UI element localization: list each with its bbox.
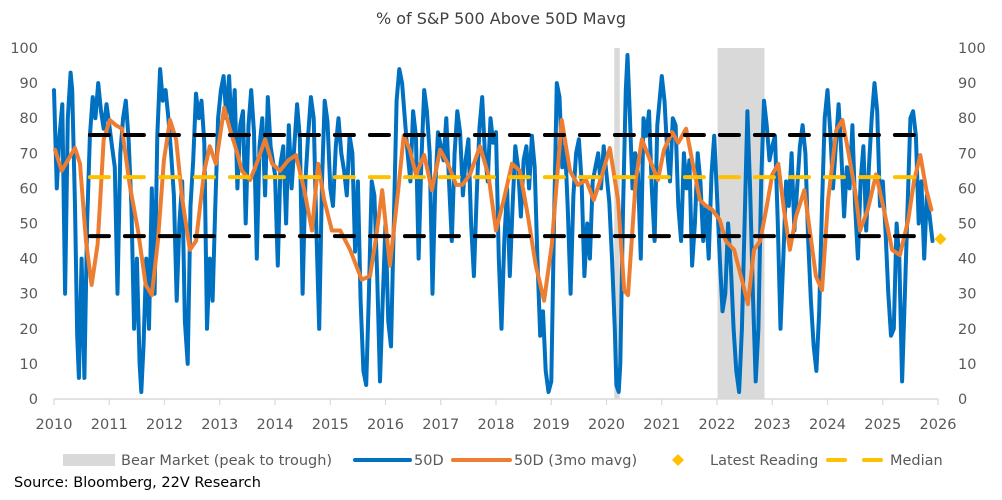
latest-reading [934,232,947,245]
y-tick-label-right: 60 [958,181,976,197]
legend-label: 50D (3mo mavg) [514,453,637,469]
y-tick-label-left: 20 [20,322,38,338]
legend-item: 50D (3mo mavg) [451,453,637,469]
x-tick-label: 2013 [201,417,238,433]
y-tick-label-right: 0 [958,392,967,408]
y-tick-label-left: 60 [20,181,38,197]
legend-swatch-area [63,454,115,466]
x-tick-label: 2021 [643,417,680,433]
x-axis: 2010 2011 2012 2013 2014 2015 2016 2017 2018 2019… [36,398,957,433]
y-tick-label-left: 10 [20,357,38,373]
y-tick-label-left: 0 [29,392,38,408]
x-tick-label: 2024 [809,417,846,433]
reference-lines [87,133,932,239]
y-tick-label-left: 50 [20,217,38,233]
x-tick-label: 2022 [699,417,736,433]
y-tick-label-left: 90 [20,76,38,92]
chart-title: % of S&P 500 Above 50D Mavg [376,9,626,28]
legend-item: 50D [353,453,444,469]
x-tick-label: 2011 [91,417,128,433]
x-tick-label: 2016 [367,417,404,433]
y-tick-label-left: 80 [20,111,38,127]
y-tick-label-left: 100 [10,41,38,57]
y-tick-label-right: 30 [958,287,976,303]
y-tick-label-left: 30 [20,287,38,303]
legend-label: Median [890,453,943,469]
source-note: Source: Bloomberg, 22V Research [14,475,261,491]
legend-label: 50D [414,453,444,469]
x-tick-label: 2025 [864,417,901,433]
y-tick-label-right: 20 [958,322,976,338]
x-tick-label: 2020 [588,417,625,433]
x-tick-label: 2017 [422,417,459,433]
x-tick-label: 2015 [312,417,349,433]
y-tick-label-right: 40 [958,252,976,268]
bear-market-band [614,48,620,399]
legend: Bear Market (peak to trough) 50D 50D (3mo … [63,453,943,469]
x-tick-label: 2012 [146,417,183,433]
legend-item: Median [826,453,943,469]
latest-reading-marker [934,232,947,245]
y-tick-label-left: 70 [20,146,38,162]
series-50d-3mo-mavg [53,105,934,307]
y-tick-label-right: 10 [958,357,976,373]
legend-item: Latest Reading [672,453,818,469]
x-tick-label: 2010 [36,417,73,433]
y-tick-label-right: 90 [958,76,976,92]
x-tick-label: 2023 [754,417,791,433]
x-tick-label: 2019 [533,417,570,433]
legend-swatch-diamond [672,454,684,466]
x-tick-label: 2026 [920,417,957,433]
y-tick-label-left: 40 [20,252,38,268]
x-tick-label: 2018 [478,417,515,433]
y-tick-label-right: 50 [958,217,976,233]
legend-item: Bear Market (peak to trough) [63,453,332,469]
y-tick-label-right: 100 [958,41,986,57]
y-axis-right: 0 10 20 30 40 50 60 70 80 90 100 [958,41,986,408]
legend-label: Bear Market (peak to trough) [121,453,332,469]
legend-label: Latest Reading [710,453,818,469]
y-axis-left: 0 10 20 30 40 50 60 70 80 90 100 [10,41,38,408]
y-tick-label-right: 80 [958,111,976,127]
chart: % of S&P 500 Above 50D Mavg 2010 2011 2012… [10,9,986,469]
y-tick-label-right: 70 [958,146,976,162]
series-line-50d-3mo-mavg [53,105,934,307]
x-tick-label: 2014 [257,417,294,433]
